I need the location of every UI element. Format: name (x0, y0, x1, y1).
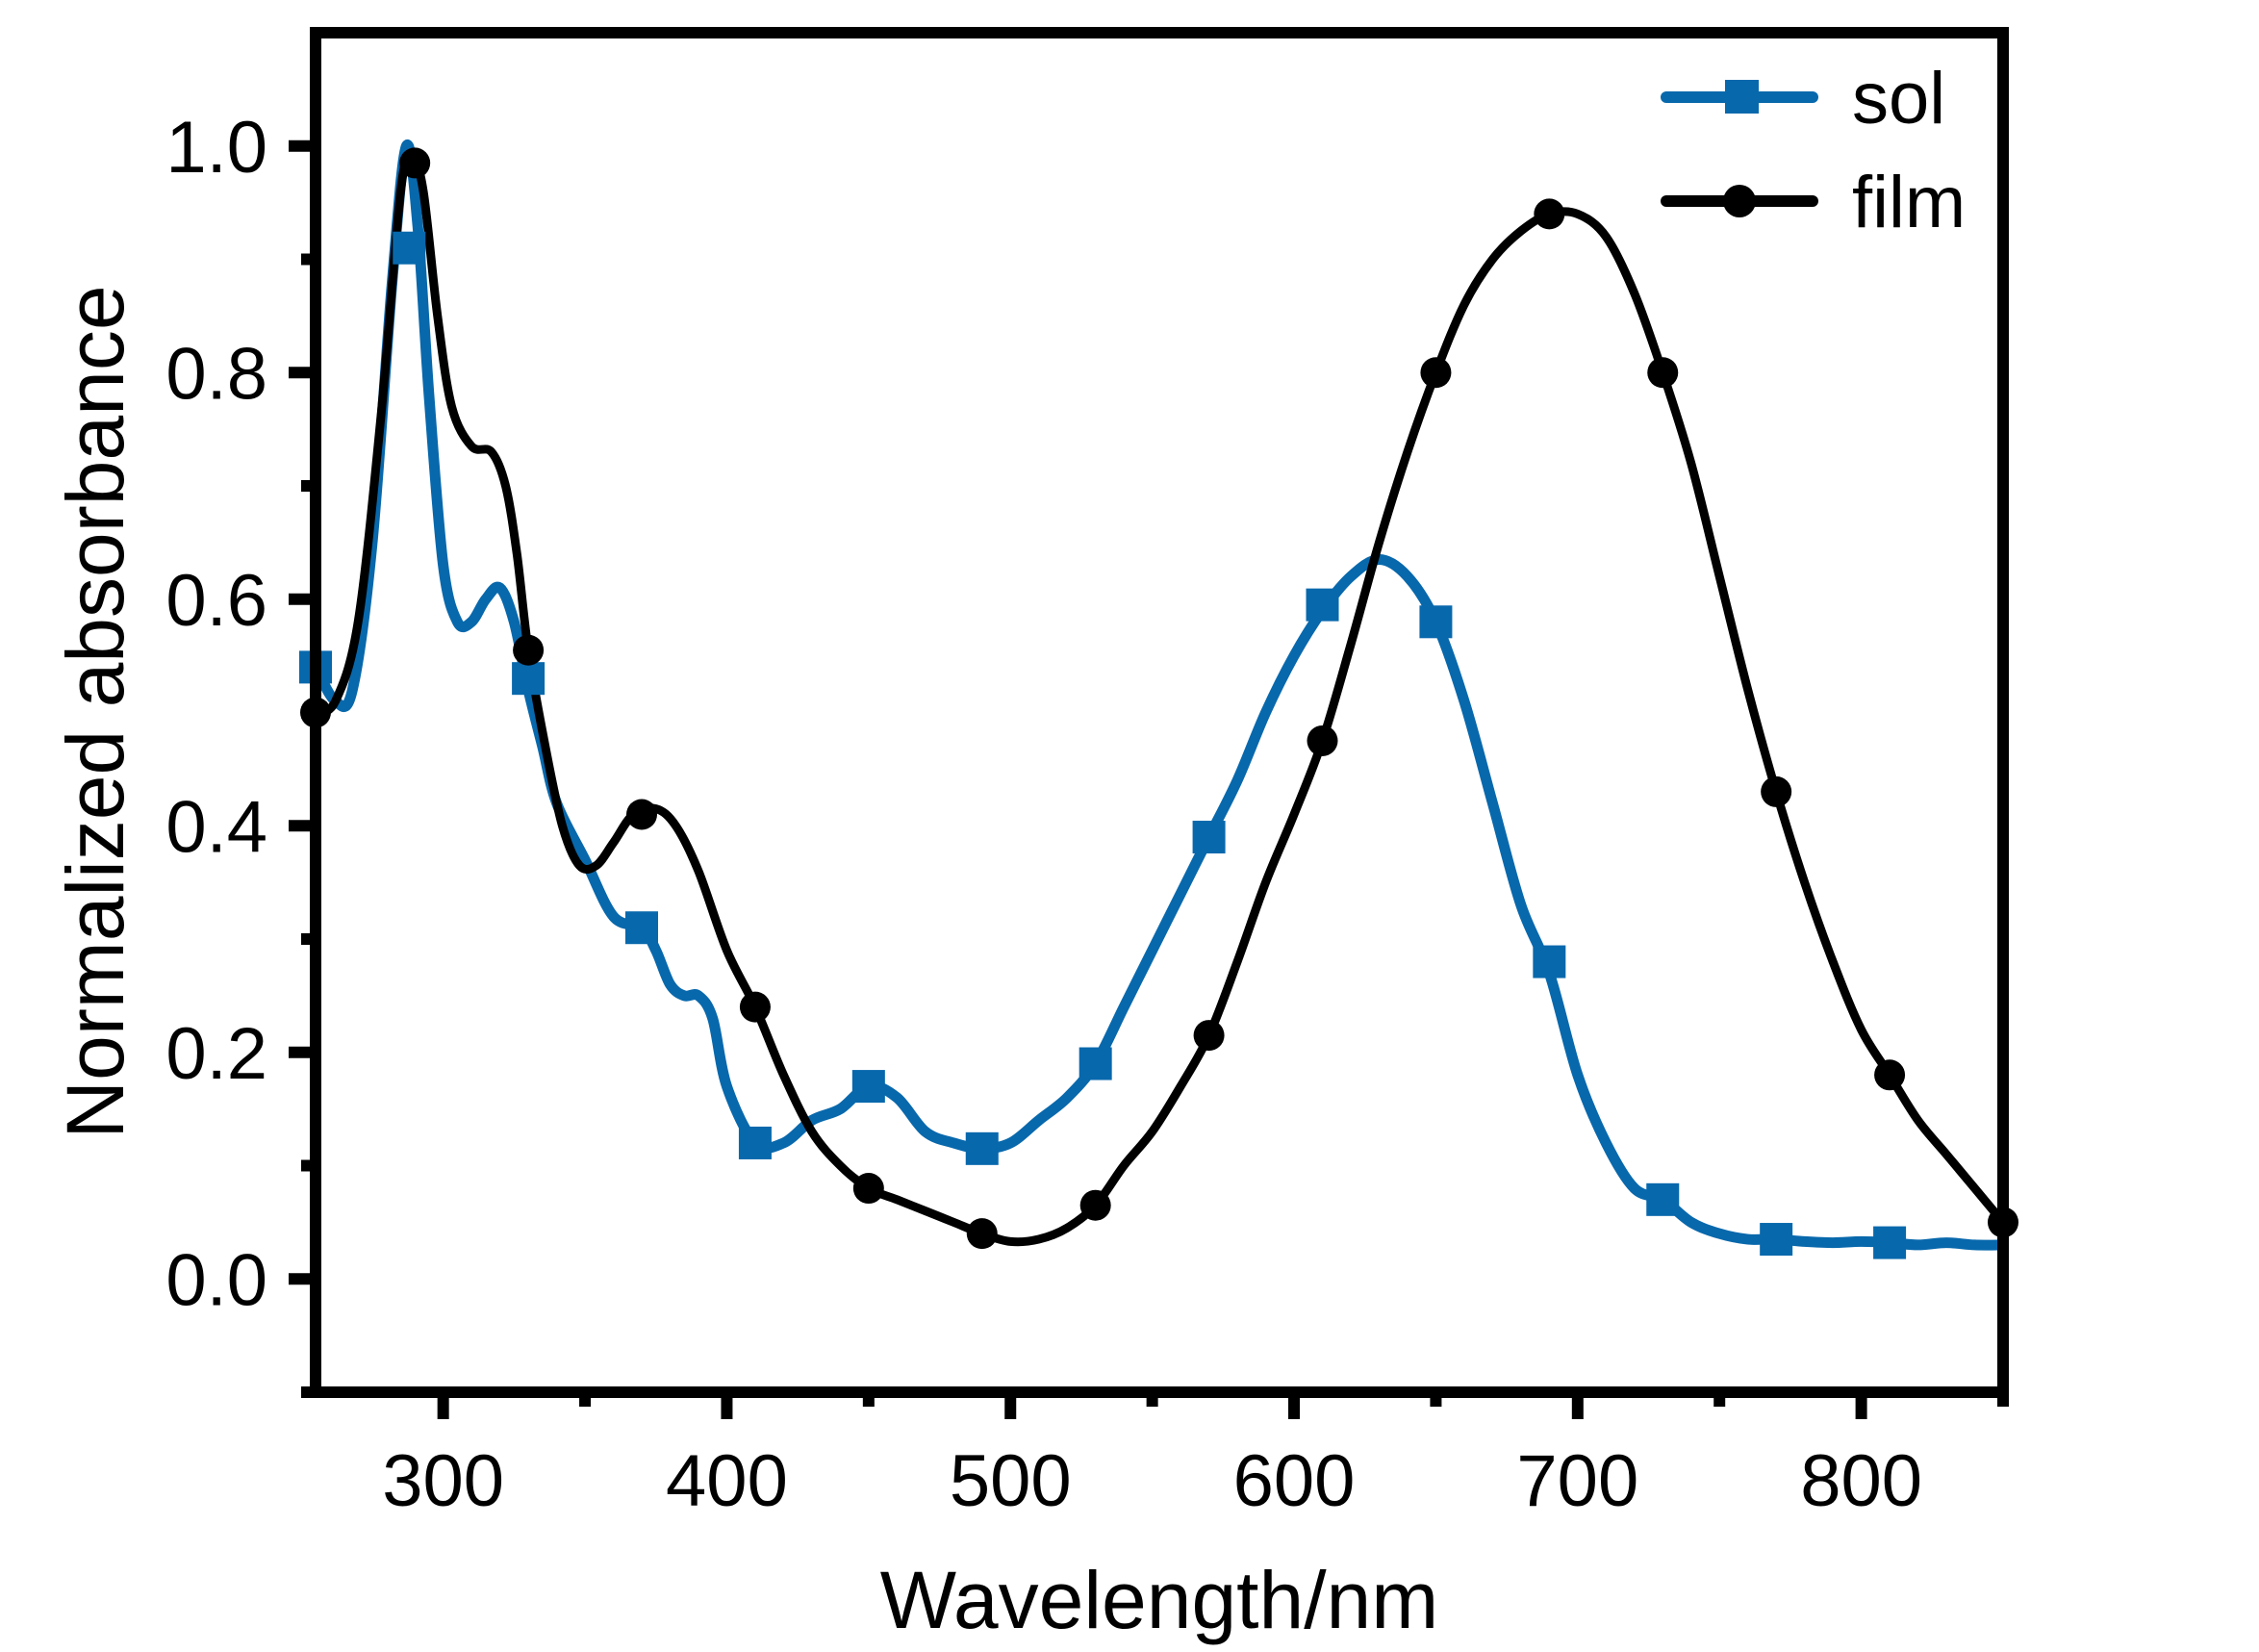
marker-sol (393, 231, 426, 265)
legend-sol-label: sol (1852, 58, 1945, 140)
marker-sol (1079, 1047, 1112, 1080)
marker-film (852, 1173, 884, 1205)
marker-film (1761, 775, 1792, 807)
y-axis-title: Normalized absorbance (50, 285, 140, 1138)
marker-layer (299, 147, 2018, 1259)
marker-film (1420, 357, 1452, 389)
marker-sol (1760, 1223, 1793, 1257)
y-tick-label: 0.8 (165, 333, 267, 415)
marker-sol (965, 1131, 999, 1165)
marker-film (739, 991, 771, 1023)
y-axis-ticks: 0.0 0.2 0.4 0.6 0.8 1.0 (165, 107, 316, 1398)
x-axis-ticks: 300 400 500 600 700 800 (382, 1392, 2009, 1522)
marker-sol (1306, 588, 1339, 622)
marker-film (1079, 1189, 1111, 1221)
x-tick-label: 600 (1233, 1440, 1356, 1522)
y-tick-label: 0.6 (165, 560, 267, 642)
marker-film (399, 147, 431, 179)
marker-film (1193, 1020, 1225, 1052)
marker-film (626, 799, 658, 830)
legend: sol film (1661, 58, 1966, 243)
marker-sol (625, 911, 659, 945)
y-tick-label: 0.2 (165, 1013, 267, 1095)
x-tick-label: 800 (1800, 1440, 1922, 1522)
x-tick-label: 300 (382, 1440, 504, 1522)
series-line-film (316, 152, 2003, 1247)
x-tick-label: 400 (666, 1440, 788, 1522)
legend-film-marker (1723, 185, 1756, 217)
y-tick-label: 0.0 (165, 1239, 267, 1321)
x-tick-label: 700 (1516, 1440, 1638, 1522)
marker-sol (1419, 605, 1453, 639)
marker-sol (1646, 1182, 1680, 1216)
marker-sol (851, 1070, 885, 1104)
marker-sol (512, 662, 546, 696)
marker-film (1647, 357, 1679, 389)
marker-sol (1873, 1226, 1907, 1259)
legend-sol-marker (1725, 80, 1759, 114)
series-layer (316, 139, 2003, 1251)
marker-film (1307, 724, 1338, 756)
marker-sol (1192, 821, 1226, 854)
legend-film-label: film (1852, 162, 1966, 243)
marker-sol (738, 1126, 772, 1159)
y-tick-label: 1.0 (165, 107, 267, 189)
marker-film (1874, 1059, 1906, 1091)
x-tick-label: 500 (950, 1440, 1072, 1522)
y-tick-label: 0.4 (165, 786, 267, 868)
marker-film (1534, 198, 1565, 230)
x-axis-title: Wavelength/nm (880, 1555, 1439, 1645)
marker-film (513, 634, 545, 666)
marker-sol (1533, 945, 1566, 978)
marker-film (966, 1218, 998, 1250)
